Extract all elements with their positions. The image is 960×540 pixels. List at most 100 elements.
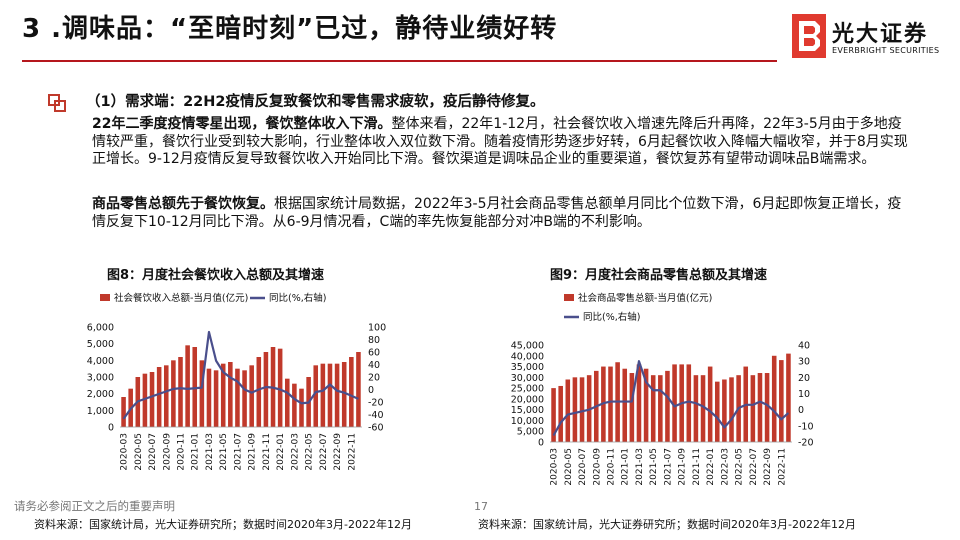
legend-line-label: 同比(%,右轴) bbox=[583, 311, 640, 323]
bar bbox=[341, 362, 347, 427]
x-tick-label: 2021-05 bbox=[219, 433, 229, 471]
y-left-tick-label: 10,000 bbox=[511, 416, 544, 427]
x-tick-label: 2021-09 bbox=[678, 448, 688, 486]
section-bullet-icon bbox=[48, 94, 66, 112]
y-left-tick-label: 2,000 bbox=[87, 389, 114, 400]
y-right-tick-label: -10 bbox=[798, 421, 814, 432]
y-left-tick-label: 5,000 bbox=[87, 339, 114, 350]
bar bbox=[356, 352, 361, 427]
y-left-tick-label: 40,000 bbox=[511, 351, 544, 362]
chart-1-title: 图8：月度社会餐饮收入总额及其增速 bbox=[107, 268, 325, 283]
x-tick-label: 2020-07 bbox=[578, 448, 588, 486]
chart-retail-sales: 社会商品零售总额-当月值(亿元) 同比(%,右轴) 45,00040,00035,0… bbox=[511, 292, 814, 486]
paragraph-1-body: 整体来看，22年1-12月，社会餐饮收入增速先降后升再降，22年3-5月由于多地… bbox=[92, 116, 908, 167]
paragraph-retail: 商品零售总额先于餐饮恢复。根据国家统计局数据，2022年3-5月社会商品零售总额… bbox=[92, 196, 910, 231]
bar bbox=[206, 368, 212, 427]
bar bbox=[707, 366, 713, 442]
y-left-tick-label: 1,000 bbox=[87, 406, 114, 417]
y-left-tick-label: 15,000 bbox=[511, 405, 544, 416]
bar bbox=[764, 373, 770, 442]
bar bbox=[142, 373, 148, 427]
x-tick-label: 2021-09 bbox=[248, 433, 258, 471]
bar bbox=[256, 357, 262, 427]
x-tick-label: 2022-01 bbox=[706, 448, 716, 486]
bar bbox=[665, 370, 670, 442]
bar bbox=[284, 378, 290, 427]
y-right-tick-label: 100 bbox=[368, 323, 386, 334]
bar bbox=[636, 364, 642, 442]
y-right-tick-label: -40 bbox=[368, 410, 384, 421]
x-tick-label: 2022-09 bbox=[333, 433, 343, 471]
logo-cn-text: 光大证券 bbox=[832, 22, 929, 47]
y-left-tick-label: 35,000 bbox=[511, 362, 544, 373]
bar bbox=[729, 377, 734, 442]
y-left-tick-label: 4,000 bbox=[87, 356, 114, 367]
bar bbox=[771, 355, 777, 442]
bar bbox=[320, 363, 326, 427]
disclaimer: 请务必参阅正文之后的重要声明 bbox=[14, 499, 175, 513]
bar bbox=[263, 352, 269, 427]
x-tick-label: 2021-07 bbox=[663, 448, 673, 486]
x-tick-label: 2020-03 bbox=[120, 433, 130, 471]
bar bbox=[579, 377, 585, 442]
bar bbox=[249, 365, 254, 427]
bar bbox=[622, 368, 628, 442]
x-tick-label: 2022-11 bbox=[347, 433, 357, 471]
y-right-tick-label: 10 bbox=[798, 389, 810, 400]
y-right-tick-label: -60 bbox=[368, 423, 384, 434]
bar bbox=[163, 365, 169, 427]
legend-bar-swatch bbox=[100, 294, 110, 301]
legend-bar-swatch bbox=[564, 294, 574, 301]
bar bbox=[178, 357, 183, 427]
x-tick-label: 2020-05 bbox=[564, 448, 574, 486]
y-right-tick-label: 30 bbox=[798, 357, 810, 368]
bar bbox=[242, 370, 247, 427]
section-heading: （1）需求端：22H2疫情反复致餐饮和零售需求疲软，疫后静待修复。 bbox=[86, 94, 545, 110]
x-tick-label: 2020-11 bbox=[607, 448, 617, 486]
x-tick-label: 2021-01 bbox=[621, 448, 631, 486]
bar bbox=[551, 388, 556, 442]
chart-2-title: 图9：月度社会商品零售总额及其增速 bbox=[550, 268, 768, 283]
x-tick-label: 2022-05 bbox=[305, 433, 315, 471]
logo-en-text: EVERBRIGHT SECURITIES bbox=[832, 46, 940, 55]
slide-title: 3 .调味品：“至暗时刻”已过，静待业绩好转 bbox=[22, 14, 558, 44]
x-tick-label: 2022-07 bbox=[749, 448, 759, 486]
bar bbox=[565, 379, 571, 442]
bar bbox=[779, 360, 784, 442]
x-tick-label: 2021-05 bbox=[649, 448, 659, 486]
bar bbox=[629, 373, 635, 442]
bar bbox=[199, 360, 205, 427]
y-right-tick-label: -20 bbox=[368, 398, 384, 409]
bar bbox=[722, 379, 727, 442]
y-right-tick-label: 0 bbox=[368, 385, 374, 396]
bar bbox=[686, 364, 692, 442]
x-tick-label: 2020-07 bbox=[148, 433, 158, 471]
x-tick-label: 2021-01 bbox=[191, 433, 201, 471]
y-right-tick-label: 60 bbox=[368, 348, 380, 359]
bar bbox=[757, 373, 763, 442]
y-left-tick-label: 0 bbox=[538, 438, 544, 449]
x-tick-label: 2021-03 bbox=[635, 448, 645, 486]
page-number: 17 bbox=[474, 500, 488, 513]
y-right-tick-label: 80 bbox=[368, 335, 380, 346]
chart-catering-revenue: 社会餐饮收入总额-当月值(亿元) 同比(%,右轴) 6,000 5,000 4,000 3… bbox=[87, 292, 386, 471]
y-left-tick-label: 45,000 bbox=[511, 341, 544, 352]
paragraph-1-lead: 22年二季度疫情零星出现，餐饮整体收入下滑。 bbox=[92, 116, 392, 132]
x-tick-label: 2020-09 bbox=[592, 448, 602, 486]
bar bbox=[313, 365, 319, 427]
paragraph-2-body: 根据国家统计局数据，2022年3-5月社会商品零售总额单月同比个位数下滑，6月起… bbox=[92, 196, 902, 230]
y-left-tick-label: 6,000 bbox=[87, 323, 114, 334]
x-tick-label: 2022-09 bbox=[763, 448, 773, 486]
x-tick-label: 2022-03 bbox=[290, 433, 300, 471]
bar bbox=[714, 381, 720, 442]
bar bbox=[156, 367, 162, 427]
y-left-tick-label: 20,000 bbox=[511, 394, 544, 405]
bar bbox=[299, 388, 304, 427]
bar bbox=[643, 368, 649, 442]
paragraph-2-lead: 商品零售总额先于餐饮恢复。 bbox=[92, 196, 274, 212]
y-right-tick-label: 40 bbox=[798, 341, 810, 352]
y-right-tick-label: 20 bbox=[368, 373, 380, 384]
x-tick-label: 2022-07 bbox=[319, 433, 329, 471]
bar bbox=[658, 375, 663, 442]
y-left-tick-label: 25,000 bbox=[511, 384, 544, 395]
